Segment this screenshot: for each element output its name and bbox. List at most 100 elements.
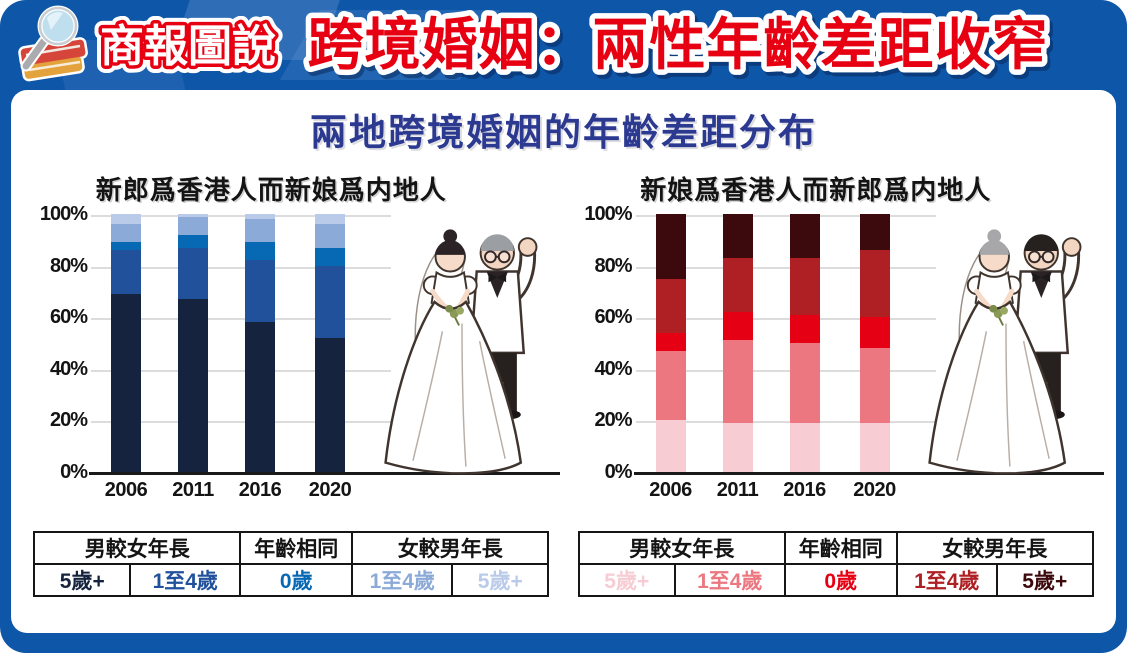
legend-cell: 5歲+ — [995, 563, 1094, 597]
legend-cell: 1至4歲 — [673, 563, 786, 597]
bar-segment — [722, 312, 753, 341]
x-tick-label: 2006 — [649, 479, 692, 501]
bride-hair-bun — [442, 229, 457, 244]
bar-segment — [859, 317, 890, 349]
legend-header-woman-older: 女較男年長 — [351, 531, 550, 565]
bar-segment — [245, 214, 275, 220]
bar-segment — [859, 348, 890, 423]
legend-cell: 0歲 — [239, 563, 354, 597]
x-axis-line — [89, 472, 560, 475]
y-tick-label: 80% — [49, 254, 88, 277]
bar-segment — [789, 214, 820, 258]
bar-segment — [111, 242, 141, 251]
magnifying-glass — [20, 5, 79, 72]
page-title: 跨境婚姻：兩性年齡差距收窄 — [308, 13, 1049, 76]
gridline — [91, 318, 391, 321]
bow-tie — [487, 272, 506, 283]
stacked-bar-2020 — [315, 214, 345, 472]
bar-segment — [859, 250, 890, 318]
groom-figure — [1013, 234, 1082, 420]
bar-segment — [789, 314, 820, 344]
bride-figure — [383, 229, 522, 475]
groom-waving-hand — [517, 237, 537, 257]
bar-segment — [245, 322, 275, 472]
stacked-bar-2011 — [722, 214, 753, 472]
y-axis: 100% 80% 60% 40% 20% 0% — [33, 203, 91, 483]
y-tick-label: 60% — [594, 306, 632, 329]
bouquet — [444, 304, 464, 326]
x-axis-labels: 2006 2011 2016 2020 — [642, 479, 1109, 509]
y-tick-label: 40% — [594, 357, 632, 380]
legend-header-same-age: 年齡相同 — [783, 531, 898, 565]
chart-section-subtitle: 兩地跨境婚姻的年齡差距分布 — [310, 113, 817, 154]
legend-header-woman-older: 女較男年長 — [895, 531, 1094, 565]
bar-segment — [315, 224, 345, 248]
gridline — [91, 215, 391, 217]
stacked-bar-chart-bride-hk: 100% 80% 60% 40% 20% 0% 2006 2011 2016 2020 — [578, 203, 1109, 515]
bar-segment — [315, 214, 345, 225]
x-tick-label: 2011 — [172, 479, 214, 501]
logo-text: 商報圖說 — [100, 22, 276, 71]
headline: 跨境婚姻：兩性年齡差距收窄 — [302, 8, 1053, 82]
groom-glasses — [483, 250, 511, 264]
bouquet — [989, 304, 1008, 326]
legend-table-bride-hk: 男較女年長 年齡相同 女較男年長 5歲+ 1至4歲 0歲 1至4歲 5歲+ — [577, 531, 1094, 597]
legend-header-man-older: 男較女年長 — [577, 531, 786, 565]
bride-hair-bun — [987, 229, 1002, 244]
bride-gown — [383, 299, 522, 475]
x-tick-label: 2020 — [308, 479, 352, 501]
bar-segment — [315, 247, 345, 266]
bar-segment — [111, 224, 141, 243]
gridline — [635, 369, 936, 372]
bar-segment — [178, 216, 208, 235]
bar-segment — [859, 422, 890, 472]
groom-waving-hand — [1061, 237, 1082, 257]
legend-cell: 5歲+ — [33, 563, 132, 597]
legend-cell: 1至4歲 — [895, 563, 998, 597]
bride-gown — [928, 299, 1067, 475]
bar-segment — [111, 293, 141, 472]
y-tick-label: 40% — [49, 357, 88, 380]
gridline — [91, 266, 391, 269]
x-tick-label: 2016 — [238, 479, 282, 501]
y-tick-label: 100% — [584, 203, 632, 225]
y-tick-label: 0% — [604, 461, 633, 483]
bar-segment — [655, 420, 686, 472]
book-orange — [23, 56, 83, 79]
stacked-bar-2006 — [655, 214, 686, 472]
chart-title-groom-hk: 新郎爲香港人而新娘爲内地人 — [95, 176, 447, 205]
groom-hair — [480, 234, 514, 251]
legend-table-groom-hk: 男較女年長 年齡相同 女較男年長 5歲+ 1至4歲 0歲 1至4歲 5歲+ — [33, 531, 550, 597]
bar-segment — [111, 250, 141, 294]
y-tick-label: 20% — [49, 409, 88, 432]
panel-groom-hk: 新郎爲香港人而新娘爲内地人 100% 80% 60% 40% 20% 0% 2006 201… — [19, 158, 564, 597]
gridline — [635, 266, 936, 269]
bow-tie — [1032, 272, 1051, 283]
y-tick-label: 80% — [594, 254, 632, 277]
stacked-bar-2011 — [178, 214, 208, 472]
magnifier-books-logo-icon — [18, 5, 88, 82]
bar-segment — [789, 343, 820, 423]
bar-segment — [655, 278, 686, 333]
panel-bride-hk: 新娘爲香港人而新郎爲内地人 100% 80% 60% 40% 20% 0% 2006 201… — [564, 158, 1109, 597]
bride-figure — [928, 229, 1067, 475]
chart-title-bride-hk: 新娘爲香港人而新郎爲内地人 — [640, 176, 992, 205]
logo-text-glow: 商報圖說 — [100, 22, 276, 71]
bar-segment — [722, 257, 753, 313]
bar-segment — [245, 219, 275, 243]
bar-segment — [655, 214, 686, 279]
header: 商報圖說 商報圖說 跨境婚姻：兩性年齡差距收窄 — [0, 0, 1127, 90]
content-panel: 兩地跨境婚姻的年齡差距分布 新郎爲香港人而新娘爲内地人 100% 80% 60% 40… — [11, 90, 1116, 633]
groom-glasses — [1028, 250, 1055, 264]
plot-area — [633, 214, 1104, 475]
bar-segment — [315, 265, 345, 338]
bride-hair — [435, 240, 465, 255]
x-tick-label: 2011 — [716, 479, 759, 501]
gridline — [91, 421, 391, 424]
stacked-bar-chart-groom-hk: 100% 80% 60% 40% 20% 0% 2006 2011 2016 2020 — [33, 203, 564, 515]
bar-segment — [859, 214, 890, 251]
stacked-bar-2016 — [245, 214, 275, 472]
y-tick-label: 20% — [594, 409, 632, 432]
